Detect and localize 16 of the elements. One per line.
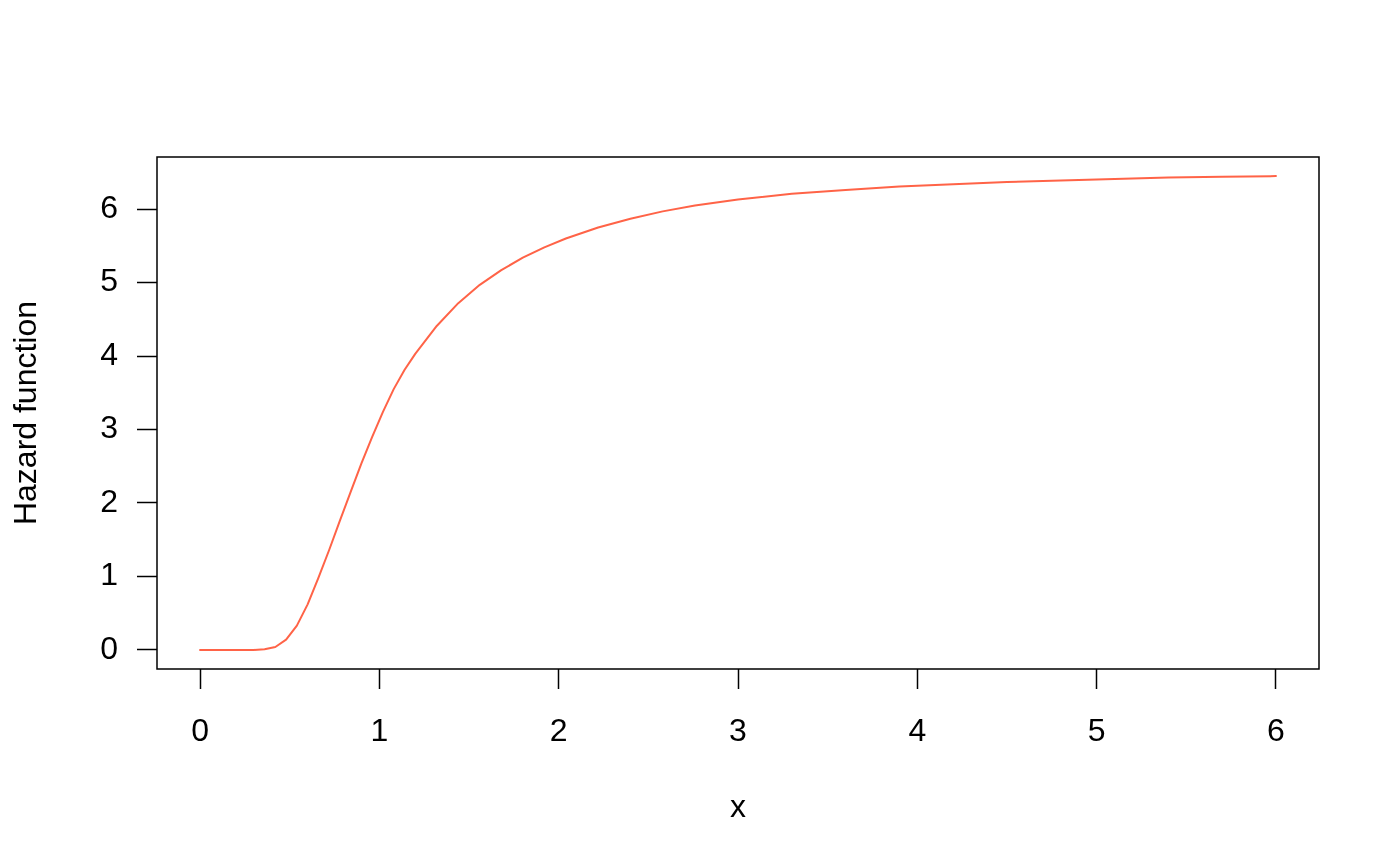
x-tick-label: 2 xyxy=(549,712,568,749)
y-axis-title: Hazard function xyxy=(7,300,44,526)
x-tick-label: 3 xyxy=(729,712,747,749)
y-tick-label: 5 xyxy=(100,262,118,299)
x-tick-label: 0 xyxy=(191,712,209,749)
x-axis-title: x xyxy=(730,787,746,824)
y-tick-label: 3 xyxy=(100,409,118,446)
x-tick-label: 6 xyxy=(1267,712,1285,749)
y-tick-label: 4 xyxy=(100,335,118,372)
y-tick-label: 2 xyxy=(100,482,118,519)
y-tick-label: 1 xyxy=(100,556,118,593)
y-tick-label: 0 xyxy=(100,629,118,666)
x-tick-label: 5 xyxy=(1087,712,1106,749)
y-tick-label: 6 xyxy=(100,188,118,225)
x-tick-label: 1 xyxy=(370,712,389,749)
x-tick-label: 4 xyxy=(908,712,927,749)
